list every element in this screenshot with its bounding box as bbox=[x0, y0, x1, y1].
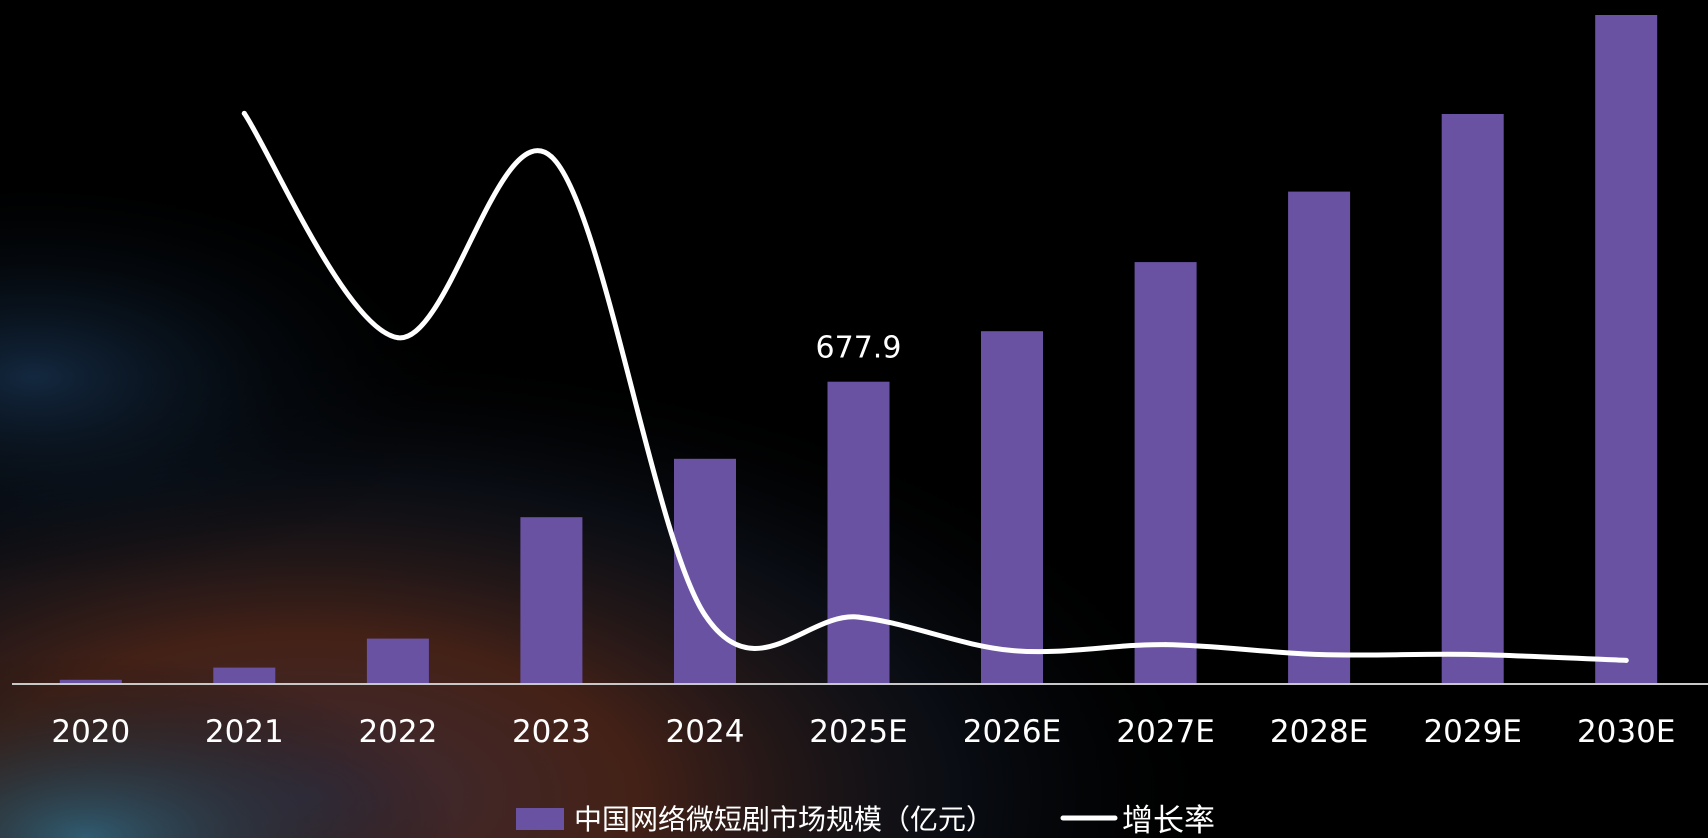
growth-point-2022 bbox=[395, 335, 401, 341]
bar-2028e bbox=[1288, 191, 1351, 684]
line-series bbox=[241, 110, 1629, 663]
x-tick-2028e: 2028E bbox=[1270, 714, 1368, 750]
growth-point-2029e bbox=[1470, 652, 1476, 657]
growth-rate-line bbox=[241, 110, 1629, 663]
bar-2029e bbox=[1441, 114, 1504, 684]
growth-point-2025e bbox=[856, 614, 861, 620]
growth-point-2021 bbox=[241, 110, 247, 116]
x-tick-2027e: 2027E bbox=[1116, 714, 1214, 750]
x-tick-labels: 2020 2021 2022 2023 2024 2025E 2026E 2027E 2028E… bbox=[51, 714, 1675, 750]
x-tick-2030e: 2030E bbox=[1577, 714, 1675, 750]
x-tick-2024: 2024 bbox=[666, 714, 745, 750]
legend-label-growth-rate: 增长率 bbox=[1122, 803, 1215, 838]
bar-2023 bbox=[520, 517, 583, 684]
x-tick-2020: 2020 bbox=[51, 714, 130, 750]
x-tick-2022: 2022 bbox=[358, 714, 437, 750]
legend-label-market-size: 中国网络微短剧市场规模（亿元） bbox=[574, 803, 994, 836]
bar-2030e bbox=[1595, 15, 1658, 684]
bar-2020 bbox=[59, 679, 122, 684]
legend: 中国网络微短剧市场规模（亿元） 增长率 bbox=[516, 803, 1215, 838]
bar-2025e bbox=[827, 381, 890, 684]
growth-point-2030e bbox=[1623, 657, 1629, 663]
growth-point-2023 bbox=[548, 154, 554, 160]
bar-2026e bbox=[981, 331, 1043, 684]
x-tick-2021: 2021 bbox=[205, 714, 284, 750]
bar-2021 bbox=[213, 667, 276, 684]
growth-point-2026e bbox=[1009, 648, 1015, 653]
growth-point-2028e bbox=[1316, 652, 1322, 657]
data-labels: 677.9 bbox=[816, 331, 902, 366]
x-tick-2029e: 2029E bbox=[1423, 714, 1521, 750]
data-label-2025e: 677.9 bbox=[816, 331, 902, 366]
legend-swatch-bar bbox=[516, 808, 564, 830]
growth-point-2024 bbox=[702, 612, 708, 618]
bar-2027e bbox=[1134, 262, 1197, 684]
growth-point-2027e bbox=[1163, 642, 1169, 648]
x-tick-2025e: 2025E bbox=[809, 714, 907, 750]
x-tick-2026e: 2026E bbox=[963, 714, 1061, 750]
x-tick-2023: 2023 bbox=[512, 714, 591, 750]
bar-2022 bbox=[366, 638, 429, 684]
